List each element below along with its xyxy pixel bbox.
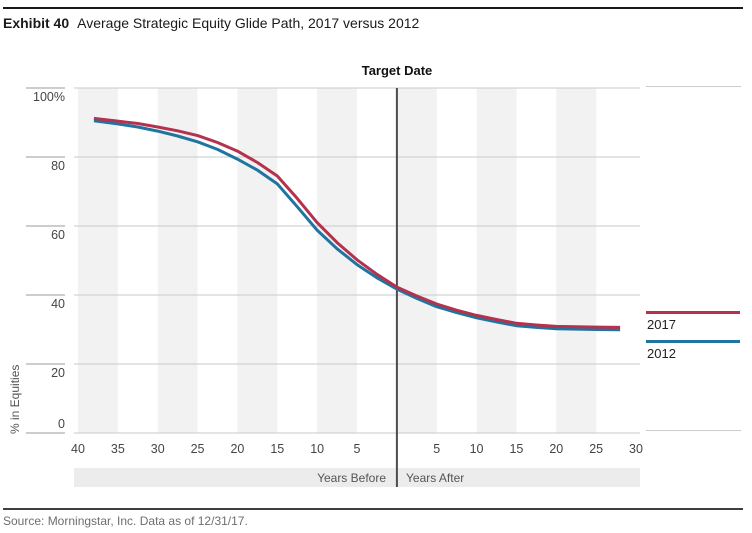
plot-stripe bbox=[396, 88, 437, 433]
x-axis-label-years-after: Years After bbox=[406, 471, 465, 485]
plot-stripe bbox=[78, 88, 118, 433]
legend-label-2017: 2017 bbox=[647, 317, 676, 332]
y-tick-label-20: 20 bbox=[51, 366, 65, 380]
y-tick-label-0: 0 bbox=[58, 417, 65, 431]
x-tick-before-20: 20 bbox=[230, 442, 245, 456]
y-tick-label-60: 60 bbox=[51, 228, 65, 242]
years-strip-background bbox=[74, 468, 640, 487]
footer-rule bbox=[3, 508, 743, 510]
legend-swatch-2017 bbox=[646, 311, 740, 314]
y-tick-label-80: 80 bbox=[51, 159, 65, 173]
x-tick-after-25: 25 bbox=[589, 442, 604, 456]
x-tick-before-10: 10 bbox=[310, 442, 325, 456]
x-axis-label-years-before: Years Before bbox=[317, 471, 386, 485]
top-rule bbox=[3, 7, 743, 9]
x-tick-before-35: 35 bbox=[110, 442, 125, 456]
plot-stripe bbox=[556, 88, 597, 433]
legend-bottom-rule bbox=[646, 430, 741, 431]
plot-stripe bbox=[157, 88, 198, 433]
series-line-2017 bbox=[93, 116, 621, 329]
exhibit-header: Exhibit 40 Average Strategic Equity Glide… bbox=[3, 15, 419, 31]
exhibit-title: Average Strategic Equity Glide Path, 201… bbox=[77, 15, 420, 31]
legend-top-rule bbox=[646, 86, 741, 87]
x-tick-before-40: 40 bbox=[71, 442, 85, 456]
x-tick-after-5: 5 bbox=[433, 442, 441, 456]
x-tick-before-25: 25 bbox=[190, 442, 205, 456]
source-note: Source: Morningstar, Inc. Data as of 12/… bbox=[3, 514, 248, 528]
plot-stripe bbox=[237, 88, 278, 433]
x-tick-after-10: 10 bbox=[469, 442, 484, 456]
x-tick-before-30: 30 bbox=[150, 442, 165, 456]
y-tick-label-40: 40 bbox=[51, 297, 65, 311]
x-tick-after-30: 30 bbox=[629, 442, 643, 456]
legend-swatch-2012 bbox=[646, 340, 740, 343]
chart-title: Target Date bbox=[361, 63, 433, 78]
exhibit-number: Exhibit 40 bbox=[3, 15, 70, 31]
x-tick-before-5: 5 bbox=[353, 442, 361, 456]
series-line-2012 bbox=[93, 119, 621, 332]
legend-label-2012: 2012 bbox=[647, 346, 676, 361]
x-tick-after-20: 20 bbox=[549, 442, 564, 456]
x-tick-after-15: 15 bbox=[509, 442, 524, 456]
y-tick-label-100: 100% bbox=[33, 90, 65, 104]
x-tick-before-15: 15 bbox=[270, 442, 285, 456]
plot-stripe bbox=[476, 88, 517, 433]
